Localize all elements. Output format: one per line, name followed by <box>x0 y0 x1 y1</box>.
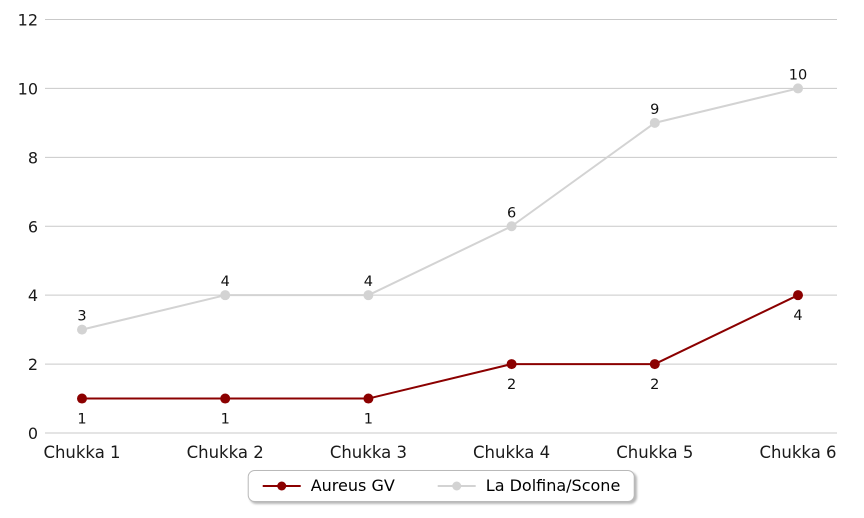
data-label: 1 <box>221 412 230 428</box>
x-tick-label: Chukka 3 <box>330 443 407 462</box>
legend-label-series-0: Aureus GV <box>310 476 395 495</box>
data-label: 4 <box>364 274 373 290</box>
y-tick-label: 8 <box>28 148 38 167</box>
y-tick-label: 10 <box>18 79 38 98</box>
data-label: 3 <box>77 309 86 325</box>
data-label: 9 <box>650 102 659 118</box>
y-tick-label: 0 <box>28 424 38 443</box>
data-label: 4 <box>793 308 802 324</box>
data-point <box>77 324 87 335</box>
y-tick-label: 6 <box>28 217 38 236</box>
data-label: 6 <box>507 205 516 221</box>
data-point <box>793 290 803 301</box>
x-tick-label: Chukka 5 <box>616 443 693 462</box>
legend-item-series-0: Aureus GV <box>262 476 395 495</box>
data-point <box>793 83 803 94</box>
legend-label-series-1: La Dolfina/Scone <box>485 476 621 495</box>
data-point <box>649 359 660 370</box>
x-tick-label: Chukka 2 <box>187 443 264 462</box>
data-label: 4 <box>221 274 230 290</box>
legend-line-marker-icon <box>437 481 476 490</box>
data-label: 1 <box>77 412 86 428</box>
data-point <box>363 290 374 301</box>
y-tick-label: 12 <box>18 11 38 30</box>
legend-swatch-dot <box>277 481 287 490</box>
x-tick-label: Chukka 6 <box>759 443 836 462</box>
data-point <box>506 359 517 370</box>
x-tick-label: Chukka 4 <box>473 443 550 462</box>
data-label: 1 <box>364 412 373 428</box>
legend-swatch-dot <box>452 481 462 490</box>
chart-legend: Aureus GV La Dolfina/Scone <box>247 470 635 502</box>
series-line <box>82 294 799 400</box>
legend-line-marker-icon <box>262 481 301 490</box>
x-tick-label: Chukka 1 <box>43 443 120 462</box>
data-point <box>506 221 517 232</box>
data-label: 2 <box>650 377 659 393</box>
series-line <box>81 87 799 331</box>
data-point <box>77 393 87 404</box>
data-label: 10 <box>789 67 807 83</box>
y-tick-label: 2 <box>28 355 38 374</box>
data-point <box>649 117 660 128</box>
y-tick-label: 4 <box>28 286 38 305</box>
data-label: 2 <box>507 377 516 393</box>
data-point <box>220 290 231 301</box>
data-point <box>363 393 374 404</box>
legend-item-series-1: La Dolfina/Scone <box>437 476 621 495</box>
data-point <box>220 393 231 404</box>
